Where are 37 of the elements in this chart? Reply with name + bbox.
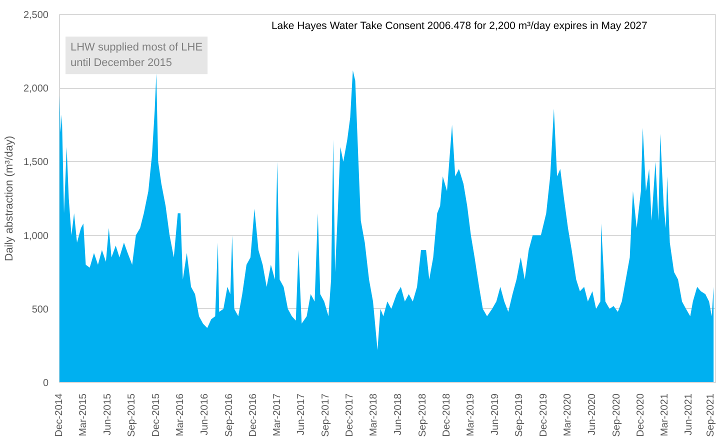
- x-tick-label: Dec-2017: [344, 393, 356, 437]
- x-tick-label: Mar-2018: [368, 393, 380, 436]
- x-tick-label: Sep-2018: [417, 393, 428, 437]
- annotation: Lake Hayes Water Take Consent 2006.478 for 2,200 m³/day expires in May 2027: [271, 20, 648, 32]
- y-tick-label: 1,500: [23, 157, 49, 168]
- x-tick-label: Dec-2018: [442, 393, 453, 437]
- x-tick-label: Jun-2018: [392, 393, 404, 436]
- y-tick-label: 2,500: [23, 10, 49, 21]
- x-tick-label: Mar-2015: [78, 393, 89, 436]
- x-tick-label: Dec-2019: [538, 393, 550, 437]
- x-tick-label: Sep-2016: [224, 393, 235, 437]
- x-tick-label: Dec-2020: [635, 393, 646, 437]
- x-tick-label: Sep-2021: [706, 393, 716, 437]
- x-tick-label: Jun-2021: [684, 393, 695, 436]
- x-tick-label: Sep-2017: [320, 393, 332, 437]
- x-tick-label: Jun-2015: [102, 393, 114, 436]
- x-tick-label: Dec-2016: [248, 393, 259, 437]
- x-tick-label: Mar-2019: [465, 393, 476, 436]
- x-tick-label: Sep-2020: [611, 393, 622, 437]
- y-axis-title: Daily abstraction (m³/day): [3, 136, 16, 262]
- x-tick-label: Mar-2017: [272, 393, 283, 436]
- x-tick-label: Jun-2020: [586, 393, 598, 436]
- x-tick-label: Mar-2020: [562, 393, 574, 436]
- x-tick-label: Mar-2016: [174, 393, 186, 436]
- x-tick-label: Dec-2015: [150, 393, 162, 437]
- x-tick-label: Sep-2015: [126, 393, 138, 437]
- y-tick-label: 1,000: [23, 230, 49, 242]
- x-tick-label: Jun-2017: [296, 393, 308, 436]
- x-tick-label: Dec-2014: [54, 393, 65, 437]
- x-tick-label: Mar-2021: [659, 393, 670, 436]
- y-tick-label: 0: [42, 378, 49, 389]
- y-tick-label: 500: [32, 304, 49, 316]
- annotation: LHW supplied most of LHE until December 2015: [70, 42, 203, 70]
- x-tick-label: Sep-2019: [514, 393, 526, 437]
- y-tick-label: 2,000: [23, 84, 49, 95]
- x-tick-label: Jun-2019: [490, 393, 501, 436]
- x-tick-label: Jun-2016: [199, 393, 210, 436]
